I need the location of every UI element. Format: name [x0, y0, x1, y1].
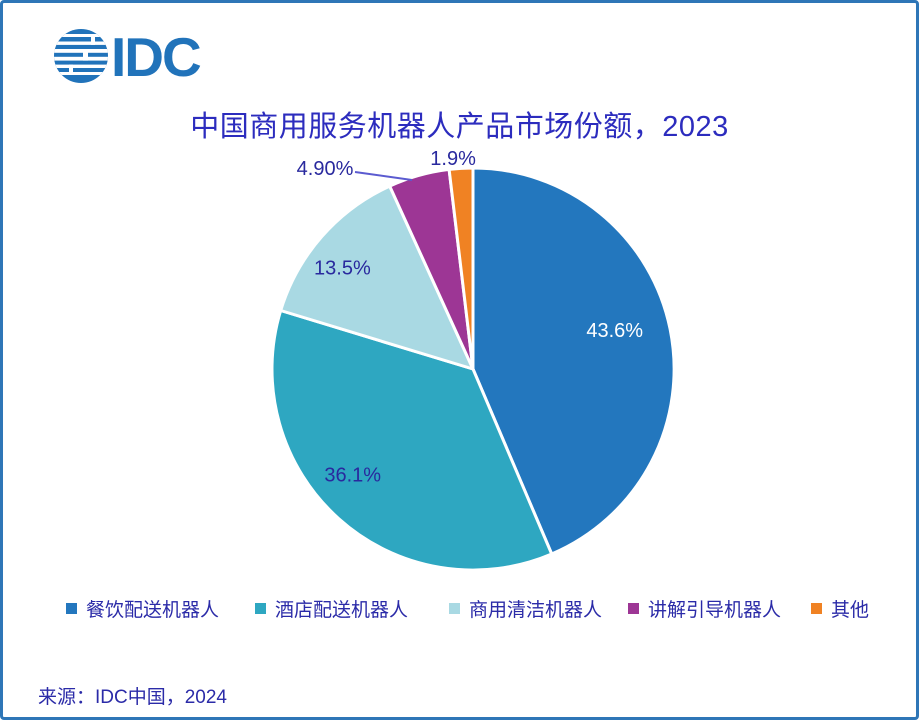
legend-marker-icon — [628, 603, 639, 614]
pie-slice-1 — [471, 166, 676, 556]
legend-marker-icon — [66, 603, 77, 614]
pie-slice-3 — [279, 184, 475, 371]
pie-slice-2 — [270, 309, 554, 572]
slice-label-2: 36.1% — [324, 465, 381, 487]
chart-title: 中国商用服务机器人产品市场份额，2023 — [190, 111, 729, 143]
legend-marker-icon — [811, 603, 822, 614]
legend-item-guide-robot: 讲解引导机器人 — [628, 595, 781, 622]
slice-label-3: 13.5% — [314, 257, 371, 279]
legend-label: 商用清洁机器人 — [469, 600, 603, 621]
legend-label: 酒店配送机器人 — [275, 600, 409, 621]
slice-label-1: 43.6% — [586, 320, 643, 342]
idc-logo: IDC — [54, 26, 203, 87]
slice-label-5: 1.9% — [430, 148, 476, 170]
legend-label: 讲解引导机器人 — [648, 600, 782, 621]
legend-item-hotel-delivery-robot: 酒店配送机器人 — [255, 595, 408, 622]
callout-line — [354, 171, 413, 181]
legend-label: 其他 — [831, 600, 870, 621]
slice-label-4: 4.90% — [297, 158, 354, 180]
pie-chart: 43.6% 36.1% 13.5% 4.90% 1.9% — [270, 148, 676, 572]
legend-item-others: 其他 — [811, 595, 869, 622]
pie-slice-5 — [447, 166, 475, 371]
legend-label: 餐饮配送机器人 — [86, 600, 220, 621]
source-note: 来源：IDC中国，2024 — [38, 687, 227, 708]
legend-marker-icon — [449, 603, 460, 614]
legend-item-canteen-delivery-robot: 餐饮配送机器人 — [66, 595, 219, 622]
legend-item-commercial-cleaning-robot: 商用清洁机器人 — [449, 595, 602, 622]
legend-marker-icon — [255, 603, 266, 614]
idc-globe-icon — [54, 29, 108, 83]
idc-logo-text: IDC — [111, 26, 201, 87]
